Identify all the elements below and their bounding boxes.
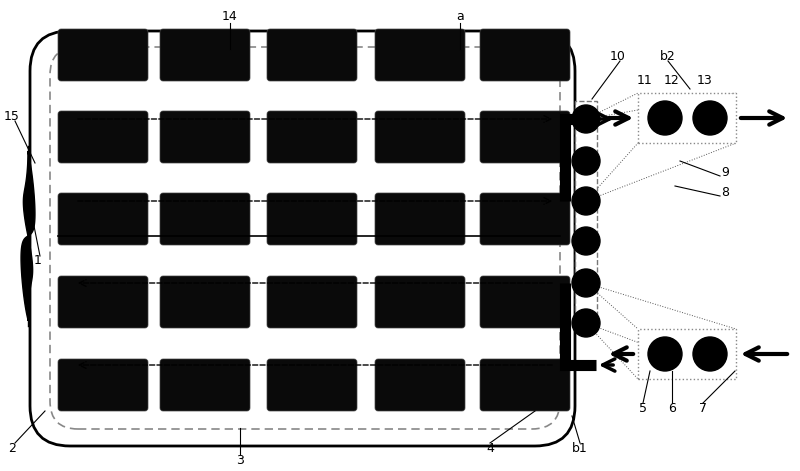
Text: 3: 3 xyxy=(236,455,244,468)
Polygon shape xyxy=(21,236,33,321)
Circle shape xyxy=(693,337,727,371)
FancyBboxPatch shape xyxy=(267,359,357,411)
FancyBboxPatch shape xyxy=(267,29,357,81)
FancyBboxPatch shape xyxy=(480,276,570,328)
Circle shape xyxy=(572,269,600,297)
Text: 5: 5 xyxy=(639,403,647,415)
FancyBboxPatch shape xyxy=(375,193,465,245)
Text: 6: 6 xyxy=(668,403,676,415)
FancyBboxPatch shape xyxy=(267,276,357,328)
FancyBboxPatch shape xyxy=(375,276,465,328)
FancyBboxPatch shape xyxy=(480,193,570,245)
FancyBboxPatch shape xyxy=(267,193,357,245)
Polygon shape xyxy=(23,151,35,236)
Bar xyxy=(638,329,736,379)
Circle shape xyxy=(572,147,600,175)
Circle shape xyxy=(572,187,600,215)
FancyBboxPatch shape xyxy=(480,111,570,163)
Circle shape xyxy=(648,337,682,371)
FancyBboxPatch shape xyxy=(160,111,250,163)
Text: 9: 9 xyxy=(721,167,729,179)
FancyBboxPatch shape xyxy=(58,276,148,328)
Text: b1: b1 xyxy=(572,442,588,455)
FancyBboxPatch shape xyxy=(480,359,570,411)
Text: 11: 11 xyxy=(637,74,653,88)
Text: b2: b2 xyxy=(660,49,676,63)
Circle shape xyxy=(648,101,682,135)
FancyBboxPatch shape xyxy=(58,193,148,245)
Text: 8: 8 xyxy=(721,187,729,200)
FancyBboxPatch shape xyxy=(375,359,465,411)
FancyBboxPatch shape xyxy=(480,29,570,81)
Bar xyxy=(575,101,597,331)
Text: 14: 14 xyxy=(222,9,238,23)
FancyBboxPatch shape xyxy=(30,31,575,446)
Circle shape xyxy=(572,309,600,337)
FancyBboxPatch shape xyxy=(160,359,250,411)
Text: 10: 10 xyxy=(610,49,626,63)
FancyBboxPatch shape xyxy=(58,359,148,411)
FancyBboxPatch shape xyxy=(160,276,250,328)
FancyBboxPatch shape xyxy=(375,29,465,81)
Text: 2: 2 xyxy=(8,442,16,455)
FancyBboxPatch shape xyxy=(50,47,560,429)
FancyBboxPatch shape xyxy=(160,193,250,245)
Bar xyxy=(638,93,736,143)
Text: 1: 1 xyxy=(34,254,42,268)
FancyBboxPatch shape xyxy=(58,111,148,163)
Text: 12: 12 xyxy=(664,74,680,88)
Text: 15: 15 xyxy=(4,109,20,122)
Circle shape xyxy=(572,105,600,133)
Text: 13: 13 xyxy=(697,74,713,88)
FancyBboxPatch shape xyxy=(267,111,357,163)
FancyBboxPatch shape xyxy=(160,29,250,81)
Circle shape xyxy=(693,101,727,135)
Text: a: a xyxy=(456,9,464,23)
FancyBboxPatch shape xyxy=(58,29,148,81)
Text: 4: 4 xyxy=(486,442,494,455)
Circle shape xyxy=(572,227,600,255)
FancyBboxPatch shape xyxy=(375,111,465,163)
Text: 7: 7 xyxy=(699,403,707,415)
